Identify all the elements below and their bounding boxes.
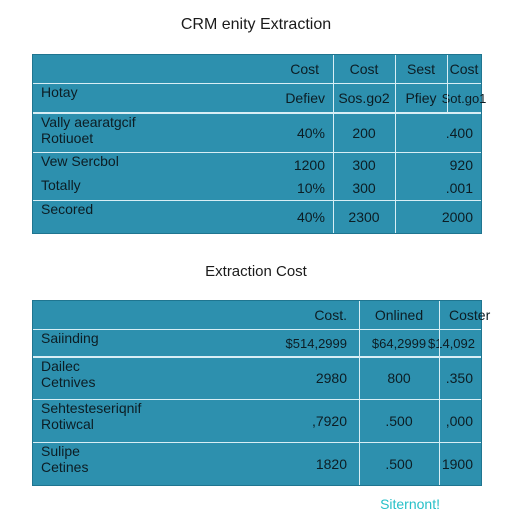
column-header-onlined: Onlined xyxy=(374,307,424,323)
cell-value: 10% xyxy=(296,180,325,196)
cell-value: .350 xyxy=(445,370,473,386)
divider xyxy=(33,200,481,201)
footer-link[interactable]: Siternont! xyxy=(380,496,440,512)
cell-value: ,000 xyxy=(445,413,473,429)
page-title: CRM enity Extraction xyxy=(180,16,332,33)
divider xyxy=(33,356,481,358)
divider xyxy=(33,329,481,330)
table-row: Sehtesteseriqnif Rotiwcal ,7920 .500 ,00… xyxy=(33,400,481,442)
table-subheader-row: Hotay Defiev Sos.go2 Pfiey Sot.go1 xyxy=(33,84,487,112)
subheader-defiev: Defiev xyxy=(285,90,325,106)
cell-value: 40% xyxy=(296,125,325,141)
subheader-value: $64,2999 xyxy=(371,335,427,351)
table-row: Vally aearatgcif Rotiuoet 40% 200 .400 xyxy=(33,114,481,152)
column-divider xyxy=(395,55,396,233)
subheader-value: $14,092 xyxy=(428,335,475,351)
column-divider xyxy=(333,55,334,233)
row-label: Vally aearatgcif Rotiuoet xyxy=(41,114,136,146)
column-header-coster: Coster xyxy=(449,307,491,323)
cell-value: .500 xyxy=(385,413,413,429)
cell-value: 300 xyxy=(352,157,376,173)
cell-value: 2980 xyxy=(315,370,347,386)
table-row: Sulipe Cetines 1820 .500 1900 xyxy=(33,443,481,485)
column-header-sest: Sest xyxy=(406,61,435,77)
divider xyxy=(33,112,481,114)
table-subheader-row: Saiinding $514,2999 $64,2999 $14,092 xyxy=(33,330,481,356)
divider xyxy=(33,399,481,400)
cell-value: 1200 xyxy=(293,157,325,173)
cell-value: 1900 xyxy=(441,456,473,472)
column-header-cost: Cost. xyxy=(314,307,347,323)
cell-value: .400 xyxy=(445,125,473,141)
column-header-cost-1: Cost xyxy=(290,61,319,77)
row-label: Sehtesteseriqnif Rotiwcal xyxy=(41,400,142,432)
table-row: Vew Sercbol 1200 300 920 xyxy=(33,153,481,177)
row-label: Totally xyxy=(41,177,81,193)
cell-value: 920 xyxy=(449,157,473,173)
table-header-row: Cost Cost Sest Cost xyxy=(33,55,481,83)
row-label: Vew Sercbol xyxy=(41,153,119,169)
extraction-cost-table: Cost. Onlined Coster Saiinding $514,2999… xyxy=(32,300,491,486)
column-divider xyxy=(359,301,360,485)
cell-value: ,7920 xyxy=(311,413,347,429)
divider xyxy=(33,442,481,443)
table-row: Dailec Cetnives 2980 800 .350 xyxy=(33,358,481,398)
row-header-label: Hotay xyxy=(41,84,78,100)
subheader-sot-go1: Sot.go1 xyxy=(441,90,487,106)
table-row: Totally 10% 300 .001 xyxy=(33,177,481,199)
cell-value: 200 xyxy=(352,125,376,141)
row-label: Dailec Cetnives xyxy=(41,358,96,390)
row-label: Secored xyxy=(41,201,94,217)
subheader-pfiey: Pfiey xyxy=(405,90,437,106)
row-label: Sulipe Cetines xyxy=(41,443,89,475)
row-header-label: Saiinding xyxy=(41,330,99,346)
section-title: Extraction Cost xyxy=(205,263,307,280)
cell-value: .001 xyxy=(445,180,473,196)
column-header-cost-2: Cost xyxy=(349,61,379,77)
table-row: Secored 40% 2300 2000 xyxy=(33,201,481,233)
cell-value: 1820 xyxy=(315,456,347,472)
table-header-row: Cost. Onlined Coster xyxy=(33,301,491,329)
divider xyxy=(33,152,481,153)
divider xyxy=(33,83,481,84)
subheader-sos-go2: Sos.go2 xyxy=(338,90,390,106)
column-header-cost-3: Cost xyxy=(449,61,479,77)
cell-value: 300 xyxy=(352,180,376,196)
cell-value: 800 xyxy=(387,370,411,386)
column-divider xyxy=(447,55,448,112)
cell-value: 40% xyxy=(296,209,325,225)
cell-value: .500 xyxy=(385,456,413,472)
subheader-value: $514,2999 xyxy=(285,335,347,351)
cell-value: 2300 xyxy=(348,209,380,225)
column-divider xyxy=(439,301,440,485)
cell-value: 2000 xyxy=(441,209,473,225)
crm-extraction-table: Cost Cost Sest Cost Hotay Defiev Sos.go2… xyxy=(32,54,487,234)
